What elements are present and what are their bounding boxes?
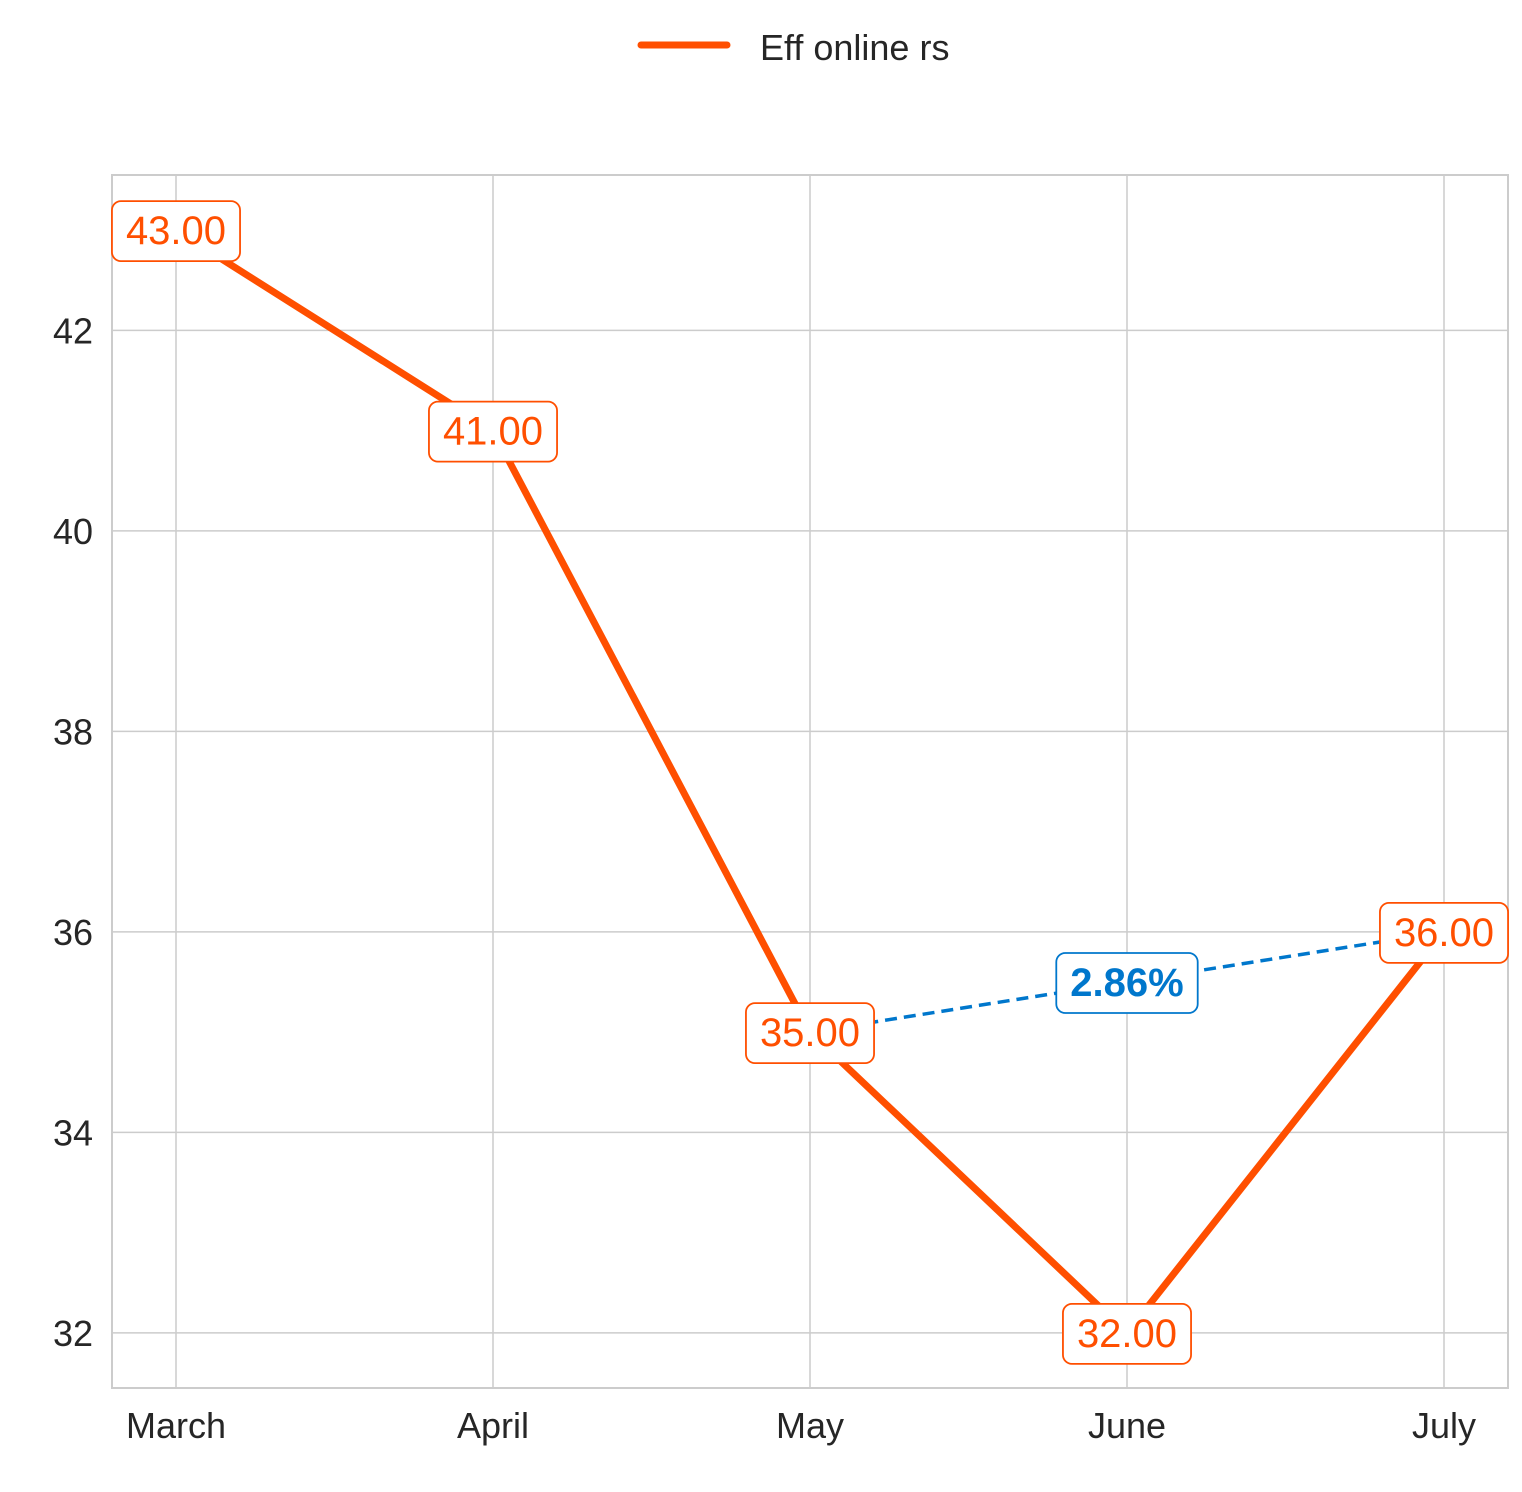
data-label: 41.00: [428, 400, 558, 463]
data-label-box: [1379, 901, 1509, 964]
data-label-text: 32.00: [1077, 1312, 1177, 1356]
data-label-box: [428, 400, 558, 463]
data-label: 32.00: [1062, 1302, 1192, 1365]
x-axis-ticks: March April May June July: [126, 1405, 1476, 1446]
legend: Eff online rs: [637, 27, 949, 68]
data-label: 43.00: [111, 200, 241, 263]
legend-label: Eff online rs: [760, 27, 949, 68]
data-label-text: 36.00: [1394, 911, 1494, 955]
y-tick-label: 32: [53, 1313, 93, 1354]
data-labels: 43.00 41.00 35.00 32.00 36.00: [111, 200, 1509, 1365]
data-label-text: 41.00: [443, 410, 543, 454]
y-axis-ticks: 32 34 36 38 40 42: [53, 310, 93, 1353]
grid: [112, 175, 1508, 1388]
x-tick-label: May: [776, 1405, 844, 1446]
data-label-box: [111, 200, 241, 263]
x-tick-label: June: [1088, 1405, 1166, 1446]
x-tick-label: April: [457, 1405, 529, 1446]
y-tick-label: 42: [53, 310, 93, 351]
data-label: 36.00: [1379, 901, 1509, 964]
data-label-box: [745, 1002, 875, 1065]
data-label-text: 35.00: [760, 1011, 860, 1055]
data-label-text: 43.00: [126, 209, 226, 253]
x-tick-label: July: [1412, 1405, 1476, 1446]
y-tick-label: 38: [53, 711, 93, 752]
annotation: 2.86%: [809, 930, 1445, 1034]
y-tick-label: 40: [53, 511, 93, 552]
data-label: 35.00: [745, 1002, 875, 1065]
annotation-line: [809, 930, 1445, 1034]
annotation-box: [1055, 952, 1199, 1014]
data-label-box: [1062, 1302, 1192, 1365]
y-tick-label: 36: [53, 912, 93, 953]
x-tick-label: March: [126, 1405, 226, 1446]
y-tick-label: 34: [53, 1112, 93, 1153]
plot-frame: [111, 174, 1509, 1389]
annotation-label: 2.86%: [1070, 961, 1183, 1005]
